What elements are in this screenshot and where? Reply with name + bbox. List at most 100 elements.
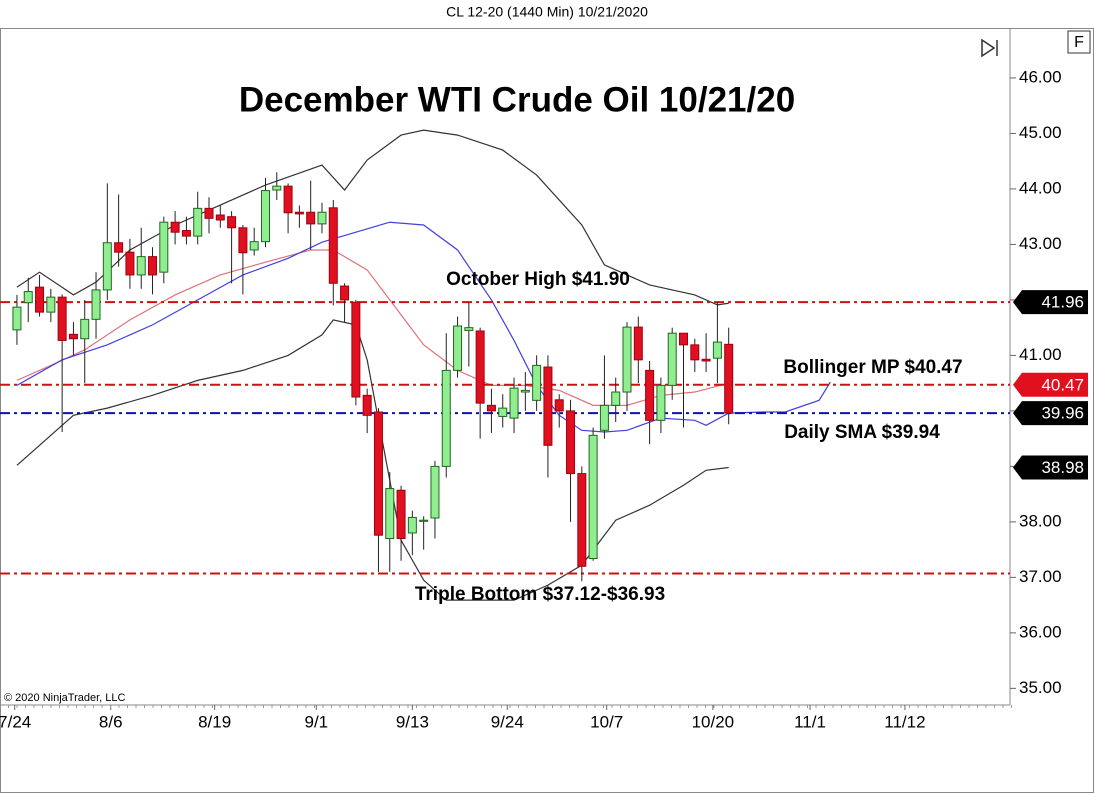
chart-header: CL 12-20 (1440 Min) 10/21/2020	[446, 4, 648, 20]
candle-body	[430, 465, 440, 519]
candle-body	[136, 256, 146, 276]
candle-body	[520, 389, 530, 393]
candle-body	[419, 519, 429, 522]
copyright: © 2020 NinjaTrader, LLC	[4, 692, 125, 704]
candle-body	[204, 207, 214, 219]
candle-body	[475, 330, 485, 404]
price-tag	[1013, 401, 1088, 426]
candle-body	[170, 221, 180, 233]
candle-body	[35, 286, 45, 313]
candle-body	[679, 332, 689, 346]
candle-body	[611, 391, 621, 406]
indicator-line	[16, 319, 729, 601]
candle-body	[283, 185, 293, 214]
candle-body	[328, 207, 338, 284]
annotation: Daily SMA $39.94	[784, 422, 940, 443]
candle-body	[125, 251, 135, 276]
price-tag-label: 40.47	[1041, 375, 1084, 394]
chart-title: December WTI Crude Oil 10/21/20	[239, 80, 795, 119]
y-tick-label: 38.00	[1019, 511, 1062, 530]
x-tick-label: 8/19	[198, 712, 231, 731]
candle-body	[385, 488, 395, 540]
candle-body	[554, 399, 564, 412]
indicator-line	[16, 129, 729, 306]
candle-body	[656, 384, 666, 421]
x-tick-label: 9/13	[396, 712, 429, 731]
price-tag	[1013, 290, 1088, 315]
candle-body	[690, 344, 700, 361]
candle-body	[486, 404, 496, 412]
candle-body	[80, 318, 90, 340]
indicator-line	[16, 221, 831, 433]
candle-body	[633, 326, 643, 361]
candle-body	[701, 358, 711, 362]
annotation: Triple Bottom $37.12-$36.93	[415, 584, 665, 605]
scroll-end-icon[interactable]	[981, 38, 998, 58]
price-tag-label: 39.96	[1041, 404, 1084, 423]
candle-body	[464, 327, 474, 331]
candle-body	[351, 301, 361, 398]
candle-body	[498, 407, 508, 417]
x-tick-label: 10/20	[692, 712, 735, 731]
candle-body	[148, 256, 158, 276]
x-tick-label: 11/1	[794, 712, 826, 731]
candle-body	[249, 241, 259, 251]
candle-body	[91, 289, 101, 320]
candle-body	[114, 242, 124, 253]
x-tick-label: 8/6	[99, 712, 123, 731]
button-frame[interactable]	[1067, 30, 1091, 54]
candle-body	[532, 364, 542, 401]
candle-body	[238, 227, 248, 254]
candle-body	[12, 306, 22, 331]
y-tick-label: 44.00	[1019, 178, 1062, 197]
y-tick-label: 43.00	[1019, 234, 1062, 253]
candle-body	[317, 211, 327, 225]
candle-body	[407, 516, 417, 534]
annotation: October High $41.90	[446, 269, 630, 290]
price-tag	[1013, 372, 1088, 397]
candle-body	[272, 185, 282, 191]
candle-body	[57, 296, 67, 341]
candle-body	[441, 369, 451, 467]
candle-body	[712, 341, 722, 359]
x-tick-label: 9/24	[491, 712, 524, 731]
y-tick-label: 35.00	[1019, 678, 1062, 697]
x-tick-label: 10/7	[590, 712, 623, 731]
candle-body	[68, 333, 78, 340]
candle-body	[260, 190, 270, 243]
candle-body	[306, 211, 316, 225]
candle-body	[159, 221, 169, 273]
candle-body	[543, 366, 553, 446]
button[interactable]: F	[1074, 34, 1084, 51]
y-tick-label: 41.00	[1019, 345, 1062, 364]
x-tick-label: 11/12	[884, 712, 925, 731]
candle-body	[373, 411, 383, 536]
y-tick-label: 45.00	[1019, 123, 1062, 142]
candle-body	[215, 214, 225, 221]
annotation: Bollinger MP $40.47	[783, 357, 962, 378]
candle-body	[622, 326, 632, 393]
x-tick-label: 7/24	[0, 712, 31, 731]
candle-body	[294, 211, 304, 215]
y-tick-label: 36.00	[1019, 622, 1062, 641]
plot-area	[0, 129, 1010, 601]
x-tick-label: 9/1	[305, 712, 329, 731]
candle-body	[227, 216, 237, 229]
candle-body	[362, 394, 372, 416]
candle-body	[667, 332, 677, 386]
price-tag-label: 41.96	[1041, 293, 1084, 312]
y-tick-label: 46.00	[1019, 67, 1062, 86]
candle-body	[396, 489, 406, 540]
candle-body	[453, 325, 463, 371]
candle-body	[724, 343, 734, 414]
candle-body	[181, 230, 191, 237]
candle-body	[566, 410, 576, 475]
candle-body	[645, 369, 655, 421]
price-tag	[1013, 455, 1088, 480]
candle-body	[340, 285, 350, 301]
candle-body	[509, 387, 519, 419]
candle-body	[588, 434, 598, 560]
candle-body	[46, 296, 56, 313]
candle-body	[577, 473, 587, 567]
